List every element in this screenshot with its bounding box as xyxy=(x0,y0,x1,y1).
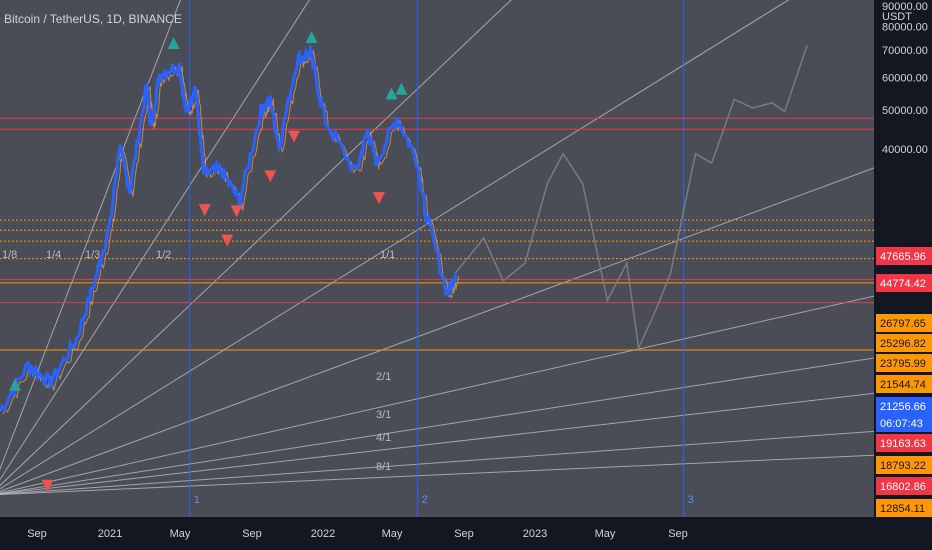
price-label-box-5 xyxy=(876,375,932,393)
price-label-box-1 xyxy=(876,274,932,292)
down-triangle-6 xyxy=(372,192,385,205)
price-label-box-9 xyxy=(876,456,932,474)
price-label-4: 23795.99 xyxy=(880,358,926,370)
gann-label-1: 1/4 xyxy=(46,249,61,261)
down-triangle-5 xyxy=(288,130,301,143)
price-label-9: 18793.22 xyxy=(880,460,926,472)
price-label-box-2 xyxy=(876,314,932,332)
price-label-6: 21256.66 xyxy=(880,401,926,413)
down-triangle-2 xyxy=(221,234,234,247)
fan-line-1-8 xyxy=(0,430,874,495)
y-tick-label-5: 40000.00 xyxy=(882,144,928,156)
fan-line-1-4 xyxy=(0,392,874,495)
y-tick-label-3: 60000.00 xyxy=(882,73,928,85)
price-label-box-8 xyxy=(876,434,932,452)
down-triangle-4 xyxy=(264,170,277,183)
fan-line-1-2 xyxy=(0,295,874,494)
gann-label-2: 1/3 xyxy=(85,249,100,261)
price-label-3: 25296.82 xyxy=(880,338,926,350)
projection-line xyxy=(455,45,808,351)
price-label-10: 16802.86 xyxy=(880,481,926,493)
price-label-2: 26797.65 xyxy=(880,318,926,330)
x-tick-label-6: Sep xyxy=(454,528,474,540)
down-triangle-3 xyxy=(230,205,243,218)
price-label-8: 19163.63 xyxy=(880,438,926,450)
x-tick-label-9: Sep xyxy=(668,528,688,540)
down-triangle-1 xyxy=(198,204,211,217)
gann-label-5: 2/1 xyxy=(376,371,391,383)
price-label-1: 44774.42 xyxy=(880,278,926,290)
x-tick-label-8: May xyxy=(595,528,616,540)
gann-label-6: 3/1 xyxy=(376,409,391,421)
price-label-box-3 xyxy=(876,334,932,352)
price-label-box-0 xyxy=(876,247,932,265)
down-triangle-0 xyxy=(41,479,54,492)
gann-label-3: 1/2 xyxy=(156,249,171,261)
fan-line-x xyxy=(0,454,874,496)
fan-line-1-1 xyxy=(0,167,874,492)
x-tick-label-3: Sep xyxy=(242,528,262,540)
price-label-box-11 xyxy=(876,499,932,517)
price-label-0: 47665.96 xyxy=(880,251,926,263)
cycle-label-3: 3 xyxy=(688,494,694,506)
gann-label-8: 8/1 xyxy=(376,461,391,473)
fan-line-1-3 xyxy=(0,357,874,494)
y-axis-unit: USDT xyxy=(882,11,912,23)
x-tick-label-4: 2022 xyxy=(311,528,335,540)
x-tick-label-0: Sep xyxy=(27,528,47,540)
price-label-box-4 xyxy=(876,354,932,372)
up-triangle-0 xyxy=(8,378,21,391)
cycle-label-1: 1 xyxy=(194,494,200,506)
up-triangle-3 xyxy=(385,87,398,100)
cycle-label-2: 2 xyxy=(422,494,428,506)
gann-label-7: 4/1 xyxy=(376,432,391,444)
price-label-box-10 xyxy=(876,477,932,495)
price-label-7: 06:07:43 xyxy=(880,418,923,430)
x-tick-label-7: 2023 xyxy=(523,528,547,540)
x-tick-label-1: 2021 xyxy=(98,528,122,540)
price-label-box-6 xyxy=(876,397,932,415)
x-tick-label-2: May xyxy=(170,528,191,540)
y-tick-label-4: 50000.00 xyxy=(882,105,928,117)
plot-area xyxy=(0,0,874,517)
gann-label-4: 1/1 xyxy=(380,249,395,261)
fan-line-8-1 xyxy=(0,0,181,471)
gann-label-0: 1/8 xyxy=(2,249,17,261)
price-label-5: 21544.74 xyxy=(880,379,926,391)
price-label-11: 12854.11 xyxy=(880,503,925,515)
up-triangle-4 xyxy=(395,82,408,95)
x-tick-label-5: May xyxy=(382,528,403,540)
fan-line-3-1 xyxy=(0,0,512,487)
fan-line-2-1 xyxy=(0,0,790,490)
up-triangle-1 xyxy=(167,37,180,50)
fan-line-4-1 xyxy=(0,0,310,481)
y-tick-label-0: 90000.00 xyxy=(882,1,928,13)
y-tick-label-1: 80000.00 xyxy=(882,22,928,34)
price-line xyxy=(0,41,458,412)
y-tick-label-2: 70000.00 xyxy=(882,45,928,57)
up-triangle-2 xyxy=(305,31,318,44)
chart-title: Bitcoin / TetherUS, 1D, BINANCE xyxy=(4,12,182,26)
price-label-box-7 xyxy=(876,414,932,432)
